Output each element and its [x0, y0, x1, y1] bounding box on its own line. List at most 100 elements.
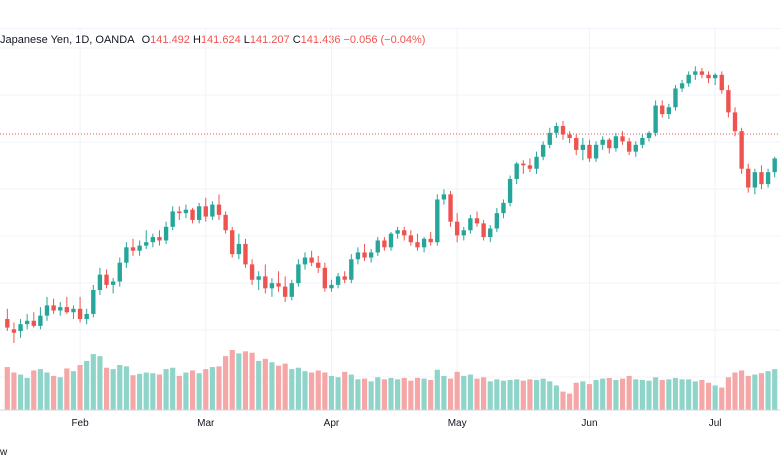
candle-body [71, 308, 76, 313]
candle-body [230, 230, 235, 255]
volume-bar [295, 367, 301, 410]
candle-body [110, 281, 116, 285]
candle-body [574, 137, 579, 150]
close-label: C [292, 34, 301, 46]
volume-bar [203, 369, 209, 410]
volume-bar [745, 375, 751, 410]
candle-body [183, 209, 189, 214]
volume-bar [428, 380, 434, 410]
volume-bar [474, 378, 480, 410]
volume-bar [189, 370, 196, 410]
candle-body [210, 204, 215, 217]
volume-bar [110, 369, 116, 410]
candle-body [157, 237, 162, 241]
volume-bar [31, 370, 37, 410]
candle-body [752, 172, 758, 188]
candle-body [316, 262, 321, 268]
candle-body [24, 320, 30, 325]
volume-bar [348, 374, 354, 410]
candle-body [124, 247, 129, 263]
low-value: 141.207 [249, 34, 290, 46]
volume-bar [97, 356, 103, 410]
volume-bar [309, 372, 315, 410]
volume-bar [103, 367, 110, 410]
candle-body [421, 238, 427, 248]
volume-bar [514, 379, 520, 410]
candle-body [580, 144, 586, 150]
candle-body [269, 283, 275, 289]
volume-bar [613, 380, 619, 410]
candle-body [408, 235, 414, 243]
volume-bar [282, 363, 288, 410]
volume-bar [560, 391, 566, 410]
candle-body [104, 274, 109, 285]
candle-body [699, 71, 705, 75]
candle-body [130, 247, 136, 251]
volume-bar [322, 372, 328, 410]
volume-bar [421, 378, 427, 410]
volume-bar [342, 371, 348, 410]
volume-bar [659, 380, 665, 410]
volume-bars [4, 350, 778, 410]
volume-bar [289, 369, 295, 410]
x-tick-label: Mar [197, 418, 215, 429]
volume-bar [540, 378, 546, 410]
volume-bar [335, 377, 341, 410]
candle-body [289, 283, 294, 297]
volume-bar [216, 366, 222, 410]
volume-bar [51, 375, 57, 410]
high-value: 141.624 [200, 34, 241, 46]
candle-body [342, 276, 347, 280]
candle-body [203, 206, 208, 217]
candle-body [507, 178, 513, 203]
candle-body [375, 240, 380, 253]
volume-bar [527, 379, 533, 410]
candle-body [31, 320, 36, 326]
volume-bar [388, 377, 394, 410]
candle-body [474, 218, 480, 224]
candle-body [527, 165, 533, 169]
candle-body [765, 172, 771, 185]
symbol-label[interactable]: Japanese Yen, 1D, OANDA [0, 34, 135, 46]
candle-body [263, 276, 268, 289]
volume-bar [84, 360, 90, 410]
candle-body [368, 252, 374, 258]
volume-bar [256, 360, 262, 410]
candle-body [759, 172, 764, 185]
candle-body [415, 242, 420, 248]
volume-bar [712, 385, 718, 410]
candle-body [633, 144, 638, 152]
volume-bar [183, 372, 189, 410]
volume-bar [646, 380, 652, 410]
candle-body [719, 74, 724, 91]
candle-body [640, 137, 645, 145]
volume-bar [236, 353, 242, 410]
volume-bar [24, 377, 30, 410]
volume-bar [156, 374, 163, 410]
volume-bar [4, 367, 10, 410]
volume-bar [170, 367, 176, 410]
volume-bar [70, 371, 77, 410]
volume-bar [269, 362, 275, 410]
candle-body [223, 214, 228, 231]
candle-body [137, 245, 142, 251]
volume-bar [672, 377, 679, 410]
volume-bar [639, 380, 645, 410]
candle-body [461, 230, 466, 236]
candle-body [494, 213, 500, 229]
candle-body [772, 158, 777, 173]
candle-body [177, 211, 182, 214]
candles [5, 66, 777, 343]
candle-body [693, 71, 698, 75]
candle-body [666, 107, 672, 115]
volume-bar [507, 380, 513, 410]
candle-body [349, 259, 354, 280]
candle-body [501, 202, 506, 214]
volume-bar [17, 374, 24, 410]
volume-bar [408, 380, 414, 410]
x-tick-label: May [448, 418, 467, 429]
candle-body [150, 237, 156, 243]
volume-bar [520, 380, 526, 410]
candle-body [163, 226, 169, 241]
